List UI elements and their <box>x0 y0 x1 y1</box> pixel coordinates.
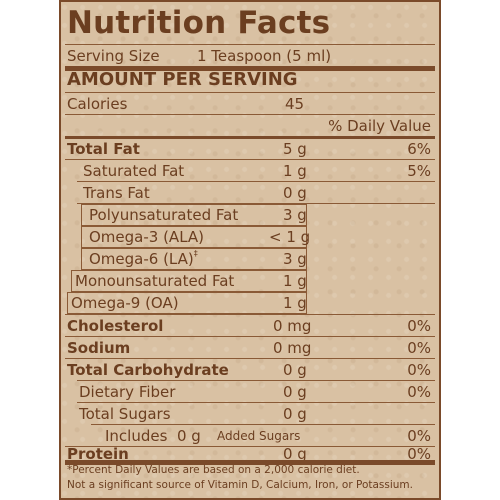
nutrient-name: Omega-3 (ALA) <box>89 228 205 246</box>
divider <box>77 402 435 403</box>
divider <box>77 181 435 182</box>
divider <box>65 358 435 359</box>
nutrient-dv: 6% <box>407 140 431 158</box>
divider <box>65 446 435 447</box>
nutrient-name: Total Fat <box>67 140 140 158</box>
serving-size-label: Serving Size <box>67 47 160 65</box>
footnote-line: *Percent Daily Values are based on a 2,0… <box>67 464 360 476</box>
divider <box>91 424 435 425</box>
nutrient-amount: 3 g <box>283 206 307 224</box>
divider <box>65 159 435 160</box>
nutrient-name: Monounsaturated Fat <box>75 272 235 290</box>
nutrient-dv: 0% <box>407 383 431 401</box>
serving-size-row: Serving Size 1 Teaspoon (5 ml) <box>61 45 439 67</box>
calories-row: Calories 45 <box>61 93 439 115</box>
added-sugars-label: Added Sugars <box>217 429 301 443</box>
nutrient-dv: 0% <box>407 445 431 463</box>
omega3-box <box>81 226 307 248</box>
nutrient-amount: 0 g <box>283 405 307 423</box>
daily-value-header-row: % Daily Value <box>61 115 439 137</box>
mono-fat-box <box>71 270 307 292</box>
nutrient-amount: 0 g <box>283 383 307 401</box>
poly-fat-box <box>81 204 307 226</box>
nutrient-row-protein: Protein 0 g 0% <box>61 445 439 463</box>
nutrient-dv: 5% <box>407 162 431 180</box>
amount-per-serving-heading: AMOUNT PER SERVING <box>67 69 298 90</box>
mid-divider <box>65 136 435 139</box>
nutrient-row-cholesterol: Cholesterol 0 mg 0% <box>61 315 439 337</box>
footnote-line: Not a significant source of Vitamin D, C… <box>67 479 414 491</box>
nutrient-row-added-sugars: Includes 0 g Added Sugars 0% <box>61 425 439 447</box>
nutrient-name-with-marker: Omega-6 (LA)‡ <box>89 248 198 270</box>
nutrient-row-dietary-fiber: Dietary Fiber 0 g 0% <box>61 381 439 403</box>
nutrient-row-total-carbohydrate: Total Carbohydrate 0 g 0% <box>61 359 439 381</box>
nutrient-dv: 0% <box>407 317 431 335</box>
nutrient-row-trans-fat: Trans Fat 0 g <box>61 182 439 204</box>
divider <box>65 314 435 315</box>
nutrient-amount: 0 g <box>177 427 201 445</box>
thick-divider <box>65 66 435 71</box>
nutrient-dv: 0% <box>407 427 431 445</box>
nutrient-name: Omega-6 (LA) <box>89 250 194 268</box>
nutrient-dv: 0% <box>407 361 431 379</box>
nutrient-amount: 0 g <box>283 361 307 379</box>
nutrient-row-total-sugars: Total Sugars 0 g <box>61 403 439 425</box>
nutrient-name: Total Carbohydrate <box>67 361 229 379</box>
nutrient-name: Total Sugars <box>79 405 171 423</box>
nutrient-row-omega-9: Omega-9 (OA) 1 g <box>61 292 439 314</box>
nutrient-amount: 0 g <box>283 445 307 463</box>
nutrient-amount: 1 g <box>283 162 307 180</box>
nutrient-name: Polyunsaturated Fat <box>89 206 239 224</box>
nutrient-name: Dietary Fiber <box>79 383 176 401</box>
divider <box>65 44 435 45</box>
calories-label: Calories <box>67 95 128 113</box>
nutrient-amount: 0 mg <box>273 317 312 335</box>
serving-size-value: 1 Teaspoon (5 ml) <box>197 47 332 65</box>
nutrient-name: Sodium <box>67 339 131 357</box>
divider <box>77 380 435 381</box>
nutrient-name: Protein <box>67 445 129 463</box>
nutrient-amount: 5 g <box>283 140 307 158</box>
footnote-marker: ‡ <box>193 249 198 258</box>
divider <box>65 336 435 337</box>
nutrition-facts-panel: Nutrition Facts Serving Size 1 Teaspoon … <box>59 0 441 500</box>
nutrient-name: Saturated Fat <box>83 162 185 180</box>
divider <box>77 203 435 204</box>
nutrient-row-omega-3: Omega-3 (ALA) < 1 g <box>61 226 439 248</box>
nutrient-dv: 0% <box>407 339 431 357</box>
nutrient-amount: < 1 g <box>269 228 311 246</box>
footnote: *Percent Daily Values are based on a 2,0… <box>67 463 435 493</box>
nutrient-name: Cholesterol <box>67 317 164 335</box>
nutrient-amount: 0 mg <box>273 339 312 357</box>
nutrient-row-sodium: Sodium 0 mg 0% <box>61 337 439 359</box>
thick-divider <box>65 460 435 465</box>
nutrient-row-polyunsaturated-fat: Polyunsaturated Fat 3 g <box>61 204 439 226</box>
nutrient-amount: 3 g <box>283 250 307 268</box>
nutrient-row-saturated-fat: Saturated Fat 1 g 5% <box>61 160 439 182</box>
nutrient-name: Trans Fat <box>83 184 150 202</box>
omega6-box <box>81 248 307 270</box>
nutrient-row-total-fat: Total Fat 5 g 6% <box>61 138 439 160</box>
calories-value: 45 <box>285 95 305 113</box>
nutrient-name: Includes <box>105 427 168 445</box>
omega9-box <box>67 292 307 314</box>
nutrient-row-monounsaturated-fat: Monounsaturated Fat 1 g <box>61 270 439 292</box>
divider <box>65 114 435 115</box>
nutrition-facts-title: Nutrition Facts <box>67 5 331 41</box>
daily-value-header: % Daily Value <box>328 117 431 135</box>
nutrient-row-omega-6: Omega-6 (LA)‡ 3 g <box>61 248 439 270</box>
nutrient-amount: 1 g <box>283 294 307 312</box>
nutrient-name: Omega-9 (OA) <box>71 294 179 312</box>
nutrient-amount: 1 g <box>283 272 307 290</box>
nutrient-amount: 0 g <box>283 184 307 202</box>
divider <box>65 92 435 93</box>
